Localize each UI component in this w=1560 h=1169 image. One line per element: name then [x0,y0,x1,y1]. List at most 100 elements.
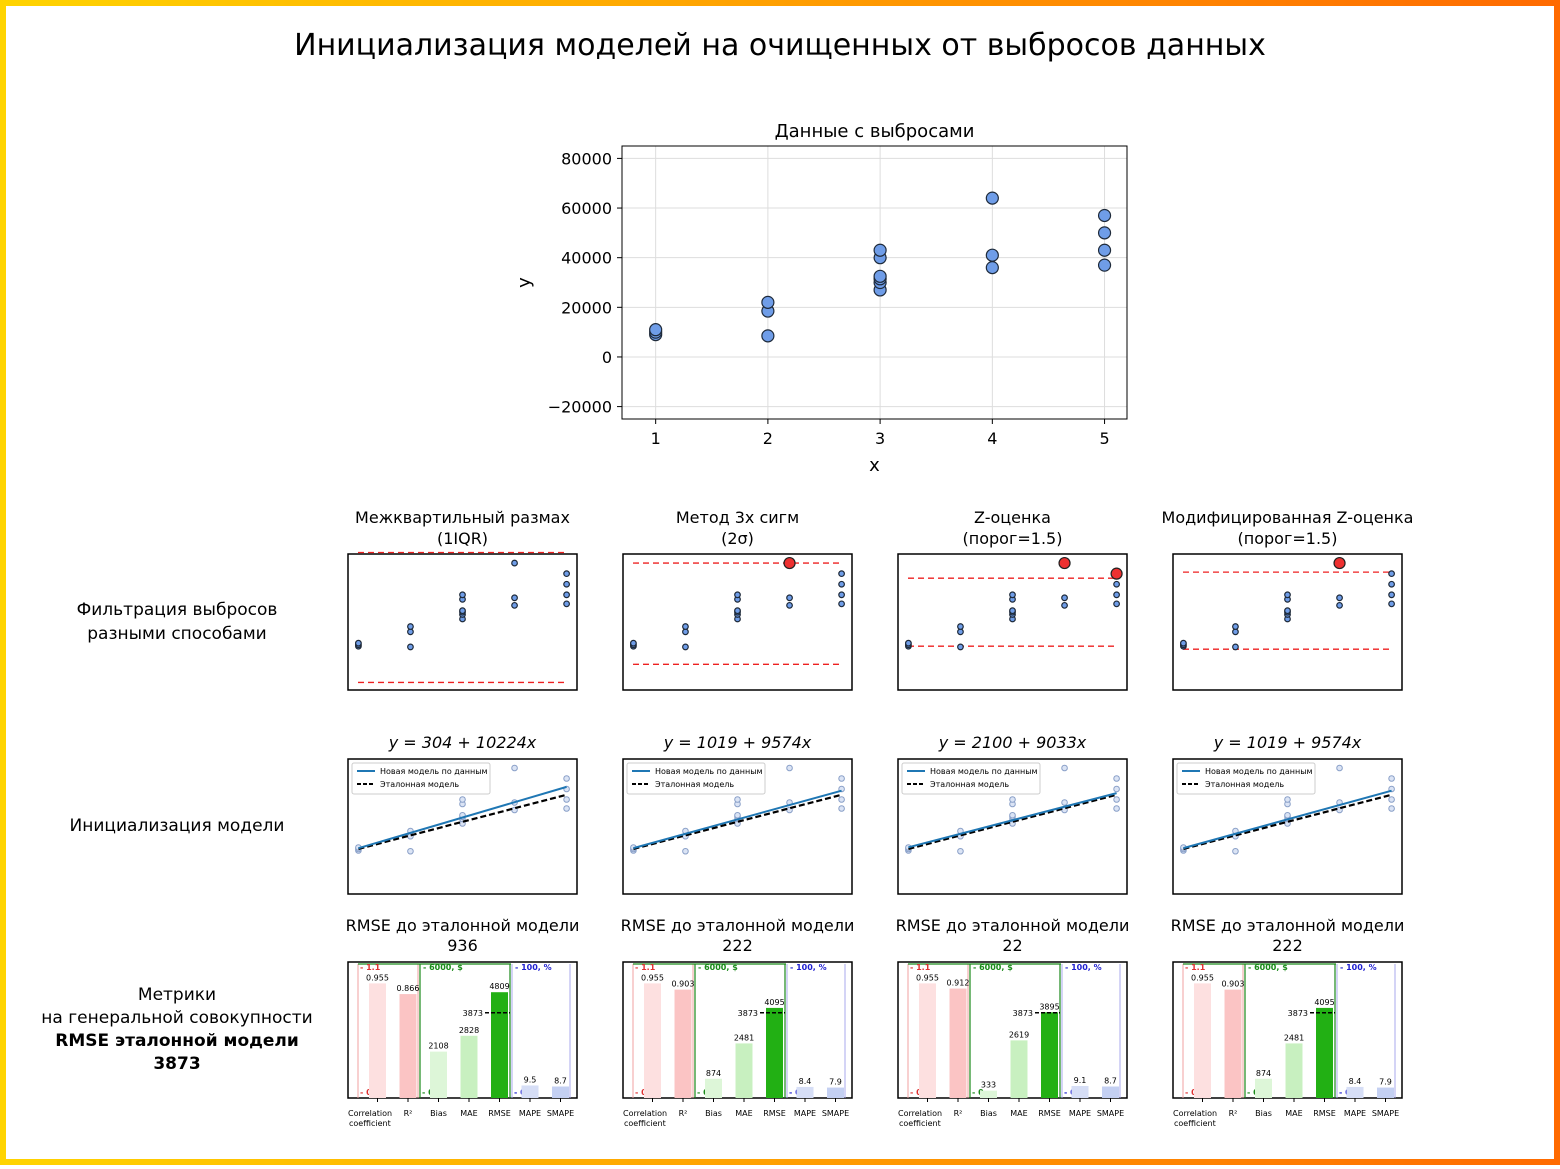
tick-corr-line2: coefficient [349,1119,391,1128]
data-point [985,191,999,205]
metric-bar-mape [1346,1086,1364,1098]
row-label-metrics-bold1: RMSE эталонной модели [55,1031,299,1051]
faded-point [1232,847,1239,855]
tick-mae: MAE [460,1109,477,1118]
reference-rmse-label: 3873 [463,1009,483,1018]
metric-value-corr: 0.955 [366,973,389,982]
corr-top-label: - 1.1 [360,963,381,972]
faded-point [838,775,845,782]
metric-value-r2: 0.903 [672,980,695,989]
tick-corr-line1: Correlation [348,1109,392,1118]
tick-bias: Bias [1255,1109,1272,1118]
faded-point [1284,811,1291,819]
data-point [985,248,999,262]
metric-bar-corr [919,983,936,1098]
tick-corr-line1: Correlation [623,1109,667,1118]
rmse-value: 936 [447,936,478,955]
y-tick-label: 80000 [561,149,612,168]
tick-r2: R² [679,1109,688,1118]
corr-top-label: - 1.1 [910,963,931,972]
method-title-line1: Метод 3х сигм [676,508,799,527]
x-tick-label: 5 [1099,429,1109,448]
outlier-point [1058,556,1071,570]
y-tick-label: 40000 [561,249,612,268]
metric-value-smape: 7.9 [829,1078,842,1087]
metric-bar-rmse [1316,1007,1333,1098]
metric-value-mape: 9.5 [524,1075,537,1084]
row-label-init: Инициализация модели [70,816,285,836]
filtered-point [838,600,845,608]
faded-point [1009,811,1016,819]
faded-point [1113,805,1120,812]
filtered-point [1061,594,1068,602]
filtered-point [957,643,964,651]
metric-bar-smape [552,1086,569,1098]
corr-zero-label: - 0 [360,1088,372,1097]
filtered-point [1009,607,1016,615]
tick-mae: MAE [1010,1109,1027,1118]
model-formula: y = 1019 + 9574x [663,733,812,752]
faded-point [957,847,964,855]
metric-bar-bias [430,1051,447,1098]
metric-value-mape: 8.4 [1349,1077,1362,1086]
faded-point [1061,764,1068,772]
dollar-zero-label: - 0 [1247,1088,1259,1097]
rmse-title: RMSE до эталонной модели [1171,916,1405,935]
faded-point [1388,805,1395,812]
pct-top-label: - 100, % [1340,963,1377,972]
dollar-top-label: - 6000, $ [973,963,1013,972]
tick-r2: R² [954,1109,963,1118]
plot-frame [621,145,1128,420]
faded-point [682,847,689,855]
filtered-point [630,639,637,647]
filtered-point [1113,591,1120,599]
filter-panel-frame [347,553,578,691]
new-model-line [1183,789,1392,850]
filtered-point [407,643,414,651]
metric-value-rmse: 4809 [489,982,509,991]
tick-corr-line2: coefficient [1174,1119,1216,1128]
data-point [873,243,887,257]
tick-mape: MAPE [519,1109,541,1118]
corr-top-label: - 1.1 [1185,963,1206,972]
legend-ref-label: Эталонная модель [930,780,1009,789]
metric-bar-mae [735,1043,753,1098]
filtered-point [838,580,845,588]
metric-value-r2: 0.866 [397,984,420,993]
filtered-point [563,570,570,578]
x-tick-label: 3 [875,429,885,448]
metric-value-rmse: 4095 [1314,998,1334,1007]
filtered-point [957,623,964,630]
metric-bar-bias [1255,1078,1272,1098]
y-tick-label: 60000 [561,199,612,218]
filtered-point [1113,580,1120,588]
dollar-top-label: - 6000, $ [423,963,463,972]
filter-panel: Метод 3х сигм (2σ) [622,508,853,691]
metric-value-mape: 8.4 [799,1077,812,1086]
row-label-metrics-line1: Метрики [138,985,216,1005]
metric-value-corr: 0.955 [1191,973,1214,982]
tick-mape: MAPE [1069,1109,1091,1118]
metric-bar-bias [705,1078,722,1098]
metric-bar-smape [1102,1086,1119,1098]
model-formula: y = 1019 + 9574x [1213,733,1362,752]
metric-value-mae: 2481 [734,1033,754,1042]
outlier-point [1333,556,1346,570]
faded-point [407,847,414,855]
filtered-point [1388,580,1395,588]
tick-smape: SMAPE [1372,1109,1399,1118]
scatter-title: Данные с выбросами [775,121,975,142]
legend-new-label: Новая модель по данным [930,767,1038,776]
data-point [761,329,775,343]
method-title-line2: (2σ) [721,529,754,548]
y-tick-label: 0 [602,348,612,367]
metric-bar-r2 [949,988,967,1098]
filtered-point [1336,601,1343,609]
y-tick-label: −20000 [548,398,612,417]
method-title-line1: Модифицированная Z-оценка [1162,508,1414,527]
faded-point [1061,799,1068,806]
legend-ref-label: Эталонная модель [655,780,734,789]
init-panel: y = 304 + 10224x Новая модель по данным Эт… [347,733,578,895]
